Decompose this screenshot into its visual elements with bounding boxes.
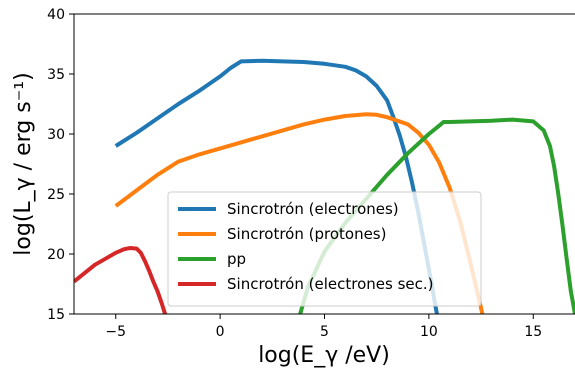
x-tick-label: 15	[524, 324, 542, 340]
ticks-layer: −5 0 5 10 15 15 20 25 30 35 40	[47, 7, 542, 340]
y-tick-label: 15	[47, 307, 65, 323]
y-tick-label: 20	[47, 247, 65, 263]
x-tick-label: −5	[105, 324, 126, 340]
y-axis-label: log(L_γ / erg s⁻¹)	[11, 72, 36, 255]
x-tick-label: 0	[216, 324, 225, 340]
y-tick-label: 40	[47, 7, 65, 23]
y-tick-label: 35	[47, 67, 65, 83]
legend-label-0: Sincrotrón (electrones)	[227, 200, 399, 218]
x-tick-label: 5	[320, 324, 329, 340]
series-line-3	[74, 246, 168, 314]
x-axis-label: log(E_γ /eV)	[258, 343, 390, 368]
legend-label-2: pp	[227, 250, 246, 268]
legend: Sincrotrón (electrones) Sincrotrón (prot…	[167, 191, 482, 307]
y-tick-label: 30	[47, 127, 65, 143]
y-tick-label: 25	[47, 187, 65, 203]
legend-label-3: Sincrotrón (electrones sec.)	[227, 275, 433, 293]
legend-label-1: Sincrotrón (protones)	[227, 225, 386, 243]
x-tick-label: 10	[420, 324, 438, 340]
legend-frame	[167, 191, 482, 307]
